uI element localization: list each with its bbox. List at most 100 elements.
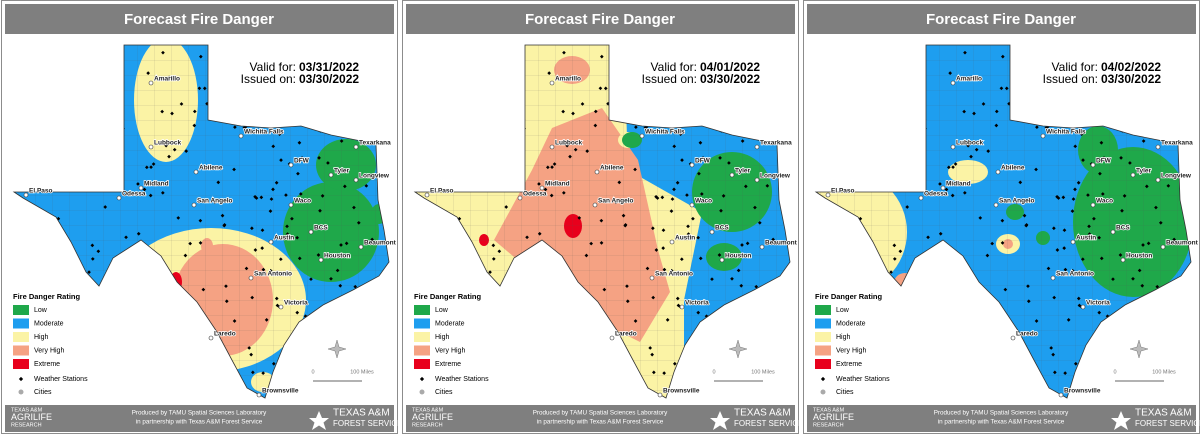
city-marker <box>689 202 695 208</box>
weather-station <box>585 149 590 153</box>
weather-station <box>676 303 681 308</box>
weather-station <box>370 237 374 242</box>
weather-station <box>188 241 193 246</box>
agrilife-logo: TEXAS A&M <box>813 407 845 413</box>
weather-station <box>260 246 265 250</box>
footer-bar <box>5 405 394 432</box>
weather-station <box>364 183 369 188</box>
city-label: Odessa <box>122 191 146 198</box>
weather-station <box>951 165 955 170</box>
header-bar <box>5 4 394 34</box>
legend-cities: Cities <box>34 389 52 396</box>
weather-station <box>718 156 722 160</box>
city-marker <box>268 239 274 245</box>
weather-station <box>652 370 656 375</box>
weather-station <box>290 216 294 221</box>
city-marker <box>549 144 555 150</box>
city-label: Victoria <box>1086 300 1110 307</box>
forest-star <box>710 411 730 430</box>
city-label: San Angelo <box>197 198 233 205</box>
weather-station <box>338 283 343 288</box>
city-label: Brownsville <box>663 388 700 395</box>
city-marker <box>993 202 999 208</box>
city-label: Tyler <box>735 168 751 175</box>
weather-station <box>161 50 165 55</box>
city-marker <box>679 304 685 310</box>
weather-station <box>696 310 701 315</box>
weather-station <box>1099 256 1104 261</box>
weather-station <box>297 140 302 145</box>
weather-station <box>669 209 674 213</box>
city-label: Wichita Falls <box>645 129 685 136</box>
weather-station <box>974 147 979 152</box>
legend-city-icon <box>820 389 826 395</box>
city-marker <box>754 144 760 150</box>
city-label: Beaumont <box>364 240 397 247</box>
weather-station <box>1049 346 1054 350</box>
legend-swatch <box>414 305 430 315</box>
weather-station <box>160 190 165 195</box>
city-label: Abilene <box>199 165 223 172</box>
weather-station <box>710 277 714 282</box>
weather-station <box>224 284 228 289</box>
panel-title: Forecast Fire Danger <box>926 11 1076 28</box>
weather-station <box>1052 295 1057 300</box>
issued-date: 03/30/2022 <box>1101 72 1161 86</box>
weather-station <box>962 190 967 195</box>
legend-stations: Weather Stations <box>435 376 489 383</box>
weather-station <box>1128 161 1132 165</box>
weather-station <box>309 277 313 282</box>
city-label: Wichita Falls <box>244 129 284 136</box>
weather-station <box>1086 193 1090 197</box>
weather-station <box>316 253 321 257</box>
city-marker <box>353 177 359 183</box>
weather-station <box>699 192 704 196</box>
scale-distance: 100 Miles <box>350 369 374 375</box>
legend-swatch <box>13 318 29 329</box>
weather-station <box>279 158 283 162</box>
weather-station <box>295 310 300 315</box>
weather-station <box>103 205 108 209</box>
weather-station <box>249 352 253 357</box>
city-marker <box>138 185 144 191</box>
weather-station <box>1081 158 1085 162</box>
city-label: Tyler <box>334 168 350 175</box>
legend-label: Low <box>836 307 850 314</box>
legend-title: Fire Danger Rating <box>414 292 482 301</box>
legend-label: Moderate <box>435 320 465 327</box>
weather-station <box>247 346 252 350</box>
valid-date: 04/01/2022 <box>700 60 760 74</box>
weather-station <box>662 267 667 272</box>
weather-station <box>946 165 951 170</box>
weather-station <box>537 182 541 186</box>
legend-stations: Weather Stations <box>836 376 890 383</box>
city-label: Houston <box>1126 253 1152 260</box>
weather-station <box>146 71 151 75</box>
weather-station <box>1066 318 1071 322</box>
city-label: Tyler <box>1136 168 1152 175</box>
legend-city-icon <box>419 389 425 395</box>
issued-label: Issued on: <box>642 72 697 86</box>
weather-station <box>1140 283 1145 288</box>
city-marker <box>1090 162 1096 168</box>
city-label: San Angelo <box>598 198 634 205</box>
weather-station <box>297 256 302 261</box>
weather-station <box>999 86 1004 91</box>
weather-station <box>295 235 299 240</box>
city-marker <box>1010 335 1016 341</box>
footer-line2: in partnership with Texas A&M Forest Ser… <box>537 419 664 426</box>
weather-station <box>545 165 550 170</box>
footer-bar <box>807 405 1196 432</box>
agrilife-logo: RESEARCH <box>813 422 844 428</box>
city-marker <box>549 80 555 86</box>
weather-station <box>201 287 206 292</box>
weather-station <box>250 226 254 231</box>
weather-station <box>164 143 168 148</box>
weather-station <box>274 180 279 185</box>
weather-station <box>148 193 153 198</box>
city-label: Longview <box>1161 173 1192 180</box>
city-marker <box>148 80 154 86</box>
city-label: Waco <box>1096 198 1113 205</box>
